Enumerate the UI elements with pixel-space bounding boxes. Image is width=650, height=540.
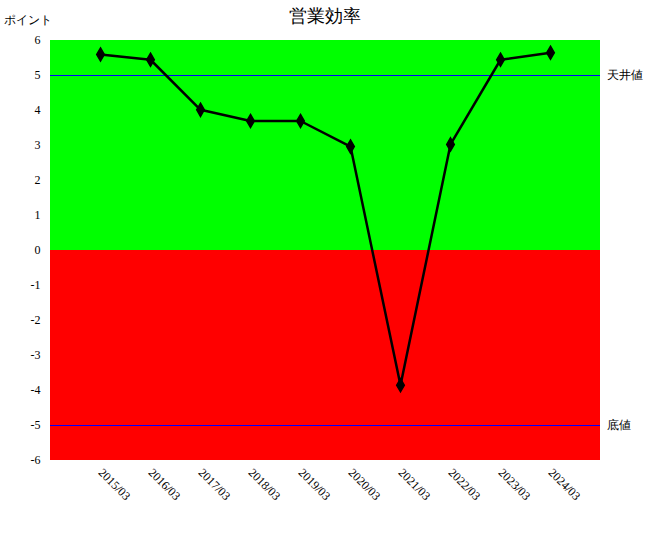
svg-text:5: 5: [35, 68, 41, 82]
svg-text:2024/03: 2024/03: [546, 465, 584, 503]
svg-text:2020/03: 2020/03: [346, 465, 384, 503]
svg-text:1: 1: [35, 208, 41, 222]
svg-text:天井値: 天井値: [607, 68, 643, 82]
svg-text:0: 0: [35, 243, 41, 257]
svg-text:-2: -2: [31, 313, 41, 327]
svg-text:6: 6: [35, 33, 41, 47]
svg-text:-5: -5: [31, 418, 41, 432]
svg-text:2022/03: 2022/03: [446, 465, 484, 503]
svg-text:2016/03: 2016/03: [146, 465, 184, 503]
svg-text:2015/03: 2015/03: [96, 465, 134, 503]
svg-text:2023/03: 2023/03: [496, 465, 534, 503]
svg-text:2019/03: 2019/03: [296, 465, 334, 503]
svg-text:-3: -3: [31, 348, 41, 362]
svg-text:4: 4: [35, 103, 41, 117]
svg-text:2017/03: 2017/03: [196, 465, 234, 503]
svg-text:底値: 底値: [607, 418, 631, 432]
svg-text:2021/03: 2021/03: [396, 465, 434, 503]
svg-text:-4: -4: [31, 383, 41, 397]
html-text:営業効率: 営業効率: [289, 6, 361, 26]
svg-text:-1: -1: [31, 278, 41, 292]
svg-text:2: 2: [35, 173, 41, 187]
svg-text:-6: -6: [31, 453, 41, 467]
svg-text:3: 3: [35, 138, 41, 152]
svg-text:2018/03: 2018/03: [246, 465, 284, 503]
html-text:ポイント: ポイント: [4, 13, 52, 27]
